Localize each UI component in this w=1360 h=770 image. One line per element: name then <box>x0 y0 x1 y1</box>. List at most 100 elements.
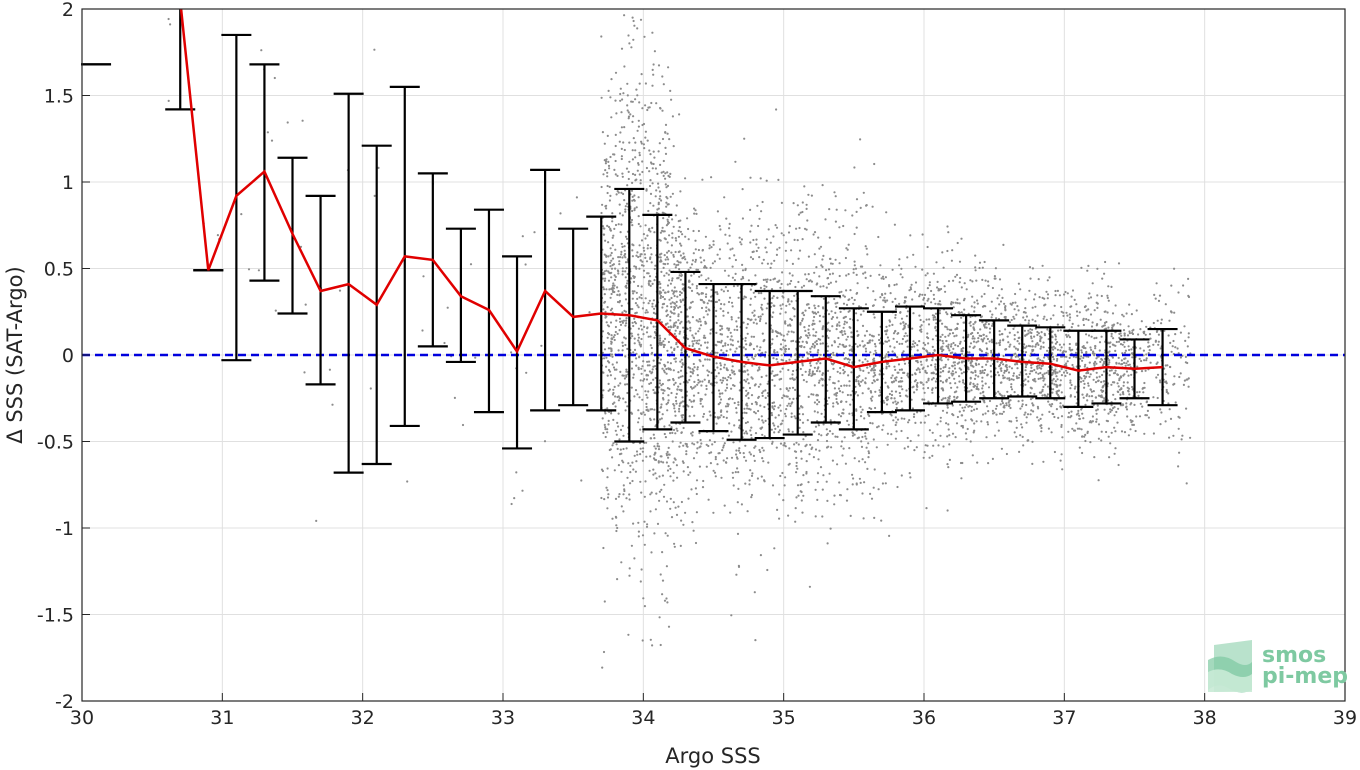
scatter-point <box>931 345 934 348</box>
scatter-point <box>924 274 927 277</box>
scatter-point <box>939 367 942 370</box>
scatter-point <box>836 463 839 466</box>
scatter-point <box>635 206 638 209</box>
scatter-point <box>690 301 693 304</box>
scatter-point <box>725 383 729 386</box>
scatter-point <box>708 452 711 455</box>
scatter-point <box>637 255 640 259</box>
scatter-point <box>855 273 858 276</box>
scatter-point <box>890 357 893 360</box>
scatter-point <box>729 248 732 251</box>
scatter-point <box>611 444 614 447</box>
scatter-point <box>634 141 637 144</box>
scatter-point <box>884 300 887 304</box>
scatter-point <box>1107 299 1110 302</box>
scatter-point <box>613 274 616 277</box>
scatter-point <box>665 565 669 568</box>
scatter-point <box>1043 304 1046 307</box>
scatter-point <box>944 365 947 368</box>
scatter-point <box>657 460 660 463</box>
scatter-point <box>648 469 651 472</box>
scatter-point <box>735 453 738 456</box>
scatter-point <box>662 340 665 343</box>
scatter-point <box>1058 343 1061 346</box>
scatter-point <box>672 312 675 315</box>
scatter-point <box>708 439 712 442</box>
scatter-point <box>842 368 845 372</box>
scatter-point <box>1062 311 1065 314</box>
scatter-point <box>727 343 730 346</box>
scatter-point <box>852 302 855 305</box>
scatter-point <box>636 297 639 300</box>
scatter-point <box>905 315 909 318</box>
scatter-point <box>899 394 902 398</box>
scatter-point <box>787 463 790 466</box>
scatter-point <box>643 605 647 608</box>
scatter-point <box>859 138 862 141</box>
scatter-point <box>866 467 869 470</box>
scatter-point <box>646 396 649 399</box>
scatter-point <box>785 304 788 307</box>
scatter-point <box>826 328 829 331</box>
scatter-point <box>686 466 690 469</box>
scatter-point <box>609 296 612 299</box>
scatter-point <box>675 239 678 242</box>
scatter-point <box>643 147 646 150</box>
scatter-point <box>406 480 409 483</box>
scatter-point <box>657 64 661 67</box>
scatter-point <box>624 298 628 301</box>
scatter-point <box>680 244 683 247</box>
scatter-point <box>792 331 795 334</box>
scatter-point <box>649 246 652 250</box>
scatter-point <box>952 414 955 417</box>
scatter-point <box>627 633 630 636</box>
scatter-point <box>846 358 849 361</box>
scatter-point <box>1082 318 1085 322</box>
scatter-point <box>674 432 677 435</box>
scatter-point <box>935 368 938 371</box>
scatter-point <box>807 481 810 484</box>
scatter-point <box>1052 388 1055 391</box>
scatter-point <box>614 497 618 500</box>
scatter-point <box>1006 377 1009 380</box>
scatter-point <box>870 407 873 410</box>
scatter-point <box>776 248 779 251</box>
scatter-point <box>855 198 859 201</box>
scatter-point <box>930 364 933 367</box>
scatter-point <box>676 325 679 328</box>
scatter-point <box>880 519 883 522</box>
scatter-point <box>915 384 919 388</box>
scatter-point <box>1117 262 1121 265</box>
scatter-point <box>1030 409 1033 412</box>
scatter-point <box>732 384 735 387</box>
scatter-point <box>885 403 889 406</box>
scatter-point <box>695 342 698 345</box>
scatter-point <box>757 385 761 388</box>
scatter-point <box>993 434 997 437</box>
scatter-point <box>994 307 997 310</box>
scatter-point <box>691 259 695 262</box>
scatter-point <box>673 306 677 309</box>
scatter-point <box>614 248 617 251</box>
scatter-point <box>721 379 725 382</box>
scatter-point <box>615 319 618 322</box>
scatter-point <box>700 442 703 445</box>
scatter-point <box>1116 421 1119 424</box>
scatter-point <box>900 376 903 380</box>
scatter-point <box>784 350 787 353</box>
scatter-point <box>710 246 713 249</box>
scatter-point <box>671 192 675 195</box>
scatter-point <box>706 302 709 305</box>
scatter-point <box>604 428 607 431</box>
scatter-point <box>762 421 765 424</box>
scatter-point <box>654 458 658 462</box>
scatter-point <box>641 170 644 174</box>
scatter-point <box>878 338 881 342</box>
scatter-point <box>580 479 583 482</box>
scatter-point <box>934 312 938 315</box>
scatter-point <box>873 364 877 367</box>
scatter-point <box>667 326 670 329</box>
scatter-point <box>862 191 865 194</box>
scatter-point <box>662 217 665 220</box>
scatter-point <box>969 361 973 364</box>
